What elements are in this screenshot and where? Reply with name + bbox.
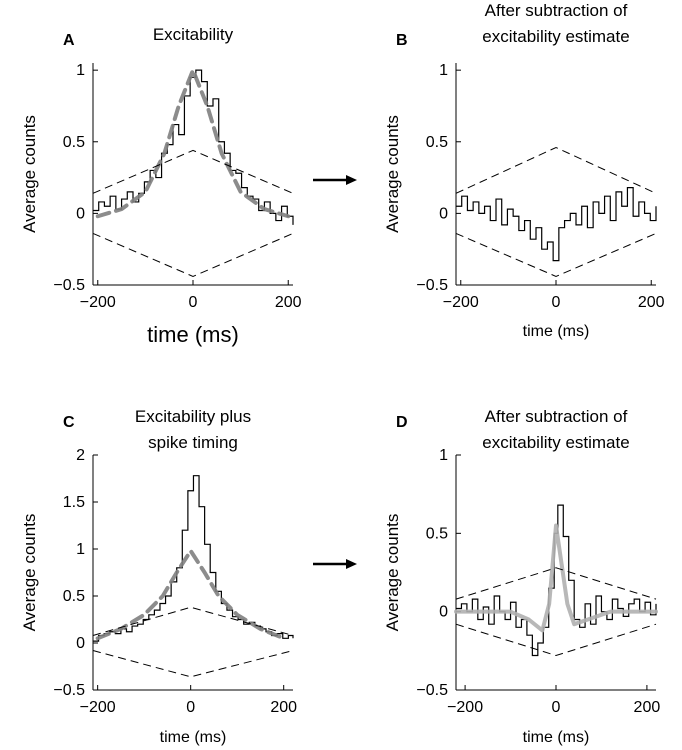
x-axis-label: time (ms)	[523, 323, 590, 340]
y-tick-label: −0.5	[416, 682, 448, 699]
x-tick-label: 0	[552, 699, 561, 716]
arrow-head	[346, 559, 357, 569]
x-tick-label: 200	[634, 699, 661, 716]
y-tick-label: −0.5	[53, 277, 85, 294]
arrow-a-to-b	[313, 175, 357, 185]
y-tick-label: 0.5	[63, 588, 85, 605]
x-tick-label: 0	[189, 294, 198, 311]
panel-title: excitability estimate	[482, 27, 629, 46]
panel-a: −0.5 0 0.5 1 −200 0 200 time (ms) Average counts…	[20, 25, 302, 347]
y-tick-label: 0	[439, 604, 448, 621]
x-tick-label: 200	[270, 699, 297, 716]
y-tick-label: 1	[76, 62, 85, 79]
lower-bound-line	[92, 650, 294, 678]
y-tick-label: 2	[76, 447, 85, 464]
panel-title: Excitability plus	[135, 407, 251, 426]
x-axis-label: time (ms)	[147, 322, 239, 347]
panel-title: Excitability	[153, 25, 234, 44]
y-tick-label: 0.5	[63, 134, 85, 151]
y-tick-label: 0	[76, 635, 85, 652]
x-tick-label: 200	[638, 294, 665, 311]
y-axis-label: Average counts	[383, 514, 402, 632]
x-tick-label: 0	[186, 699, 195, 716]
panel-letter: D	[396, 414, 408, 431]
x-tick-label: 200	[275, 294, 302, 311]
y-tick-label: 1	[76, 541, 85, 558]
y-tick-label: 1	[439, 62, 448, 79]
x-tick-label: 0	[552, 294, 561, 311]
lower-bound-line	[92, 232, 294, 277]
upper-bound-line	[455, 146, 657, 194]
panel-title: After subtraction of	[485, 407, 628, 426]
panel-letter: B	[396, 32, 408, 49]
y-tick-label: 0	[76, 205, 85, 222]
y-tick-label: 0.5	[426, 525, 448, 542]
y-axis-label: Average counts	[20, 115, 39, 233]
panel-d: −0.5 0 0.5 1 −200 0 200 time (ms) Average counts…	[383, 407, 660, 746]
panel-letter: C	[63, 414, 75, 431]
panel-b: −0.5 0 0.5 1 −200 0 200 time (ms) Average counts…	[383, 1, 665, 340]
x-tick-label: −200	[447, 699, 483, 716]
arrow-c-to-d	[313, 559, 357, 569]
lower-bound-line	[455, 232, 657, 277]
histogram-series	[456, 187, 657, 262]
fit-curve	[454, 523, 658, 633]
upper-bound-line	[92, 606, 294, 636]
panel-letter: A	[63, 32, 75, 49]
y-axis-label: Average counts	[20, 514, 39, 632]
panel-c: −0.5 0 0.5 1 1.5 2 −200 0 200 time (ms) Average co…	[20, 407, 297, 746]
panel-title: After subtraction of	[485, 1, 628, 20]
y-axis-label: Average counts	[383, 115, 402, 233]
lower-bound-line	[455, 623, 657, 657]
y-tick-label: −0.5	[416, 277, 448, 294]
fit-curve	[95, 68, 291, 219]
upper-bound-line	[92, 149, 294, 194]
y-tick-label: 0.5	[426, 134, 448, 151]
panel-title: excitability estimate	[482, 433, 629, 452]
panel-title: spike timing	[148, 433, 238, 452]
y-tick-label: −0.5	[53, 682, 85, 699]
x-tick-label: −200	[80, 699, 116, 716]
x-tick-label: −200	[80, 294, 116, 311]
y-tick-label: 1	[439, 447, 448, 464]
x-axis-label: time (ms)	[523, 729, 590, 746]
x-tick-label: −200	[443, 294, 479, 311]
y-tick-label: 1.5	[63, 494, 85, 511]
y-tick-label: 0	[439, 205, 448, 222]
histogram-series	[93, 475, 294, 642]
fit-curve	[95, 548, 286, 641]
x-axis-label: time (ms)	[160, 729, 227, 746]
histogram-series	[93, 69, 294, 225]
arrow-head	[346, 175, 357, 185]
upper-bound-line	[455, 567, 657, 600]
